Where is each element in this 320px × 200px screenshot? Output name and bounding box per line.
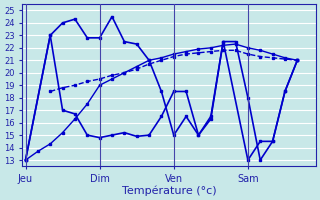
X-axis label: Température (°c): Température (°c)	[122, 185, 216, 196]
